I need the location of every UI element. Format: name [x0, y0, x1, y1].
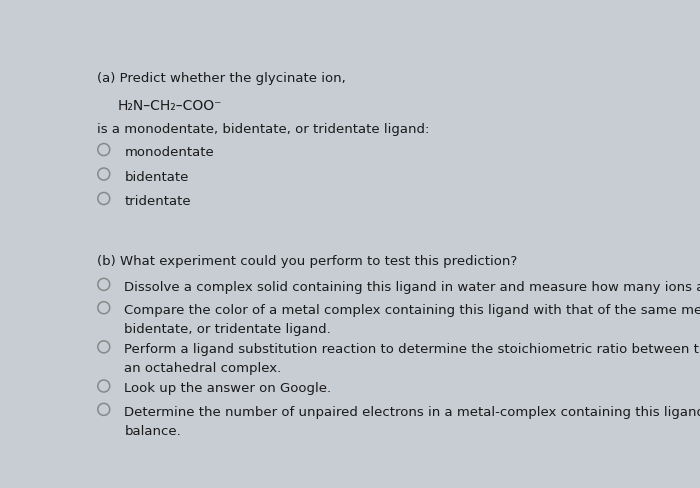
Text: (b) What experiment could you perform to test this prediction?: (b) What experiment could you perform to…	[97, 255, 517, 268]
Text: Perform a ligand substitution reaction to determine the stoichiometric ratio bet: Perform a ligand substitution reaction t…	[125, 343, 700, 356]
Text: is a monodentate, bidentate, or tridentate ligand:: is a monodentate, bidentate, or tridenta…	[97, 123, 430, 136]
Text: Compare the color of a metal complex containing this ligand with that of the sam: Compare the color of a metal complex con…	[125, 304, 700, 317]
Text: H₂N–CH₂–COO⁻: H₂N–CH₂–COO⁻	[118, 99, 222, 113]
Text: (a) Predict whether the glycinate ion,: (a) Predict whether the glycinate ion,	[97, 72, 346, 85]
Text: bidentate: bidentate	[125, 170, 189, 183]
Text: an octahedral complex.: an octahedral complex.	[125, 362, 281, 374]
Text: tridentate: tridentate	[125, 195, 191, 207]
Text: Dissolve a complex solid containing this ligand in water and measure how many io: Dissolve a complex solid containing this…	[125, 280, 700, 293]
Text: Look up the answer on Google.: Look up the answer on Google.	[125, 382, 332, 395]
Text: balance.: balance.	[125, 424, 181, 437]
Text: Determine the number of unpaired electrons in a metal-complex containing this li: Determine the number of unpaired electro…	[125, 405, 700, 418]
Text: bidentate, or tridentate ligand.: bidentate, or tridentate ligand.	[125, 323, 331, 335]
Text: monodentate: monodentate	[125, 146, 214, 159]
